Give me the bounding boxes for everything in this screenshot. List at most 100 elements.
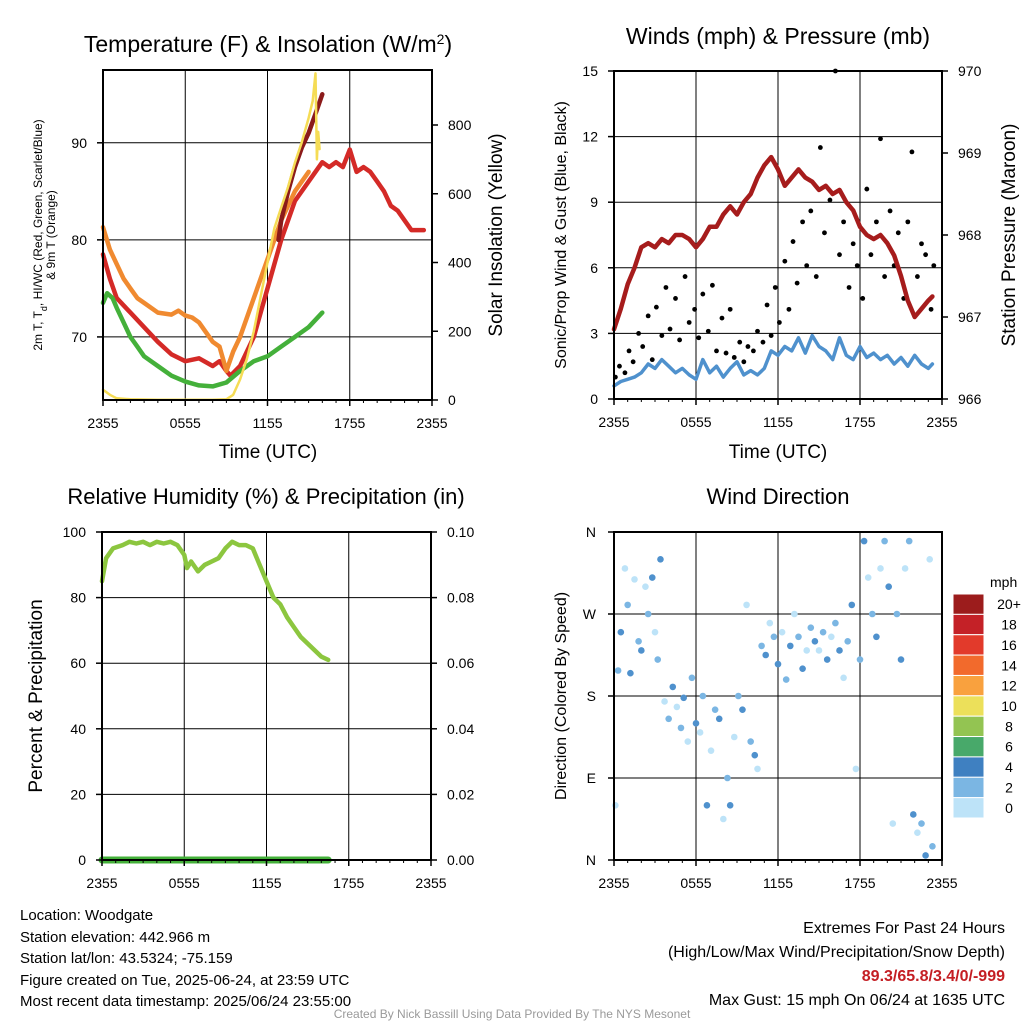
series-line-3 xyxy=(276,92,325,243)
gust-point xyxy=(822,230,827,236)
gust-point xyxy=(909,149,915,155)
winds-xlabel: Time (UTC) xyxy=(729,442,828,463)
gust-point xyxy=(919,241,924,247)
gust-point xyxy=(850,241,856,247)
gust-point xyxy=(882,274,887,279)
direction-point xyxy=(869,610,876,618)
direction-point xyxy=(665,715,672,723)
max-gust: Max Gust: 15 mph On 06/24 at 1635 UTC xyxy=(708,992,1005,1009)
direction-point xyxy=(774,660,782,668)
y-tick-label: 80 xyxy=(71,232,87,248)
gust-point xyxy=(723,350,729,356)
gust-point xyxy=(667,326,673,332)
direction-point xyxy=(747,738,754,745)
y2-tick-label: 0.04 xyxy=(447,721,474,737)
direction-point xyxy=(889,820,897,827)
series-line-2 xyxy=(100,290,325,389)
winds-grid xyxy=(614,71,942,399)
direction-point xyxy=(657,556,664,563)
direction-panel: Wind Direction 2355 0555 1155 1755 2355NESWN… xyxy=(553,484,1021,891)
direction-point xyxy=(754,765,761,773)
y2-tick-label: 800 xyxy=(448,117,472,133)
direction-point xyxy=(848,601,856,609)
x-tick-label: 0555 xyxy=(680,414,711,430)
gust-point xyxy=(737,339,743,345)
gust-point xyxy=(653,304,659,310)
gust-point xyxy=(640,344,646,349)
direction-grid xyxy=(614,532,942,860)
series-line-0 xyxy=(100,147,427,378)
humidity-series xyxy=(98,539,332,864)
gust-point xyxy=(878,136,883,142)
direction-point xyxy=(897,656,905,663)
recent-timestamp: Most recent data timestamp: 2025/06/24 2… xyxy=(20,993,352,1010)
direction-point xyxy=(638,647,645,654)
direction-point xyxy=(739,706,746,713)
gust-point xyxy=(808,208,814,214)
direction-point xyxy=(770,633,778,641)
gust-point xyxy=(874,219,879,225)
gust-point xyxy=(727,306,733,312)
direction-point xyxy=(651,628,659,636)
direction-point xyxy=(823,656,831,663)
x-tick-label: 1155 xyxy=(252,415,282,431)
y-tick-label: 15 xyxy=(582,63,598,79)
y-tick-label: 12 xyxy=(582,129,598,145)
temperature-series xyxy=(100,72,427,401)
direction-point xyxy=(688,674,696,682)
colorbar-title: mph xyxy=(990,574,1017,590)
gust-point xyxy=(846,285,852,290)
station-latlon: Station lat/lon: 43.5324; -75.159 xyxy=(20,950,233,967)
gust-point xyxy=(776,320,782,325)
gust-point xyxy=(663,285,669,290)
x-tick-label: 1755 xyxy=(844,875,875,891)
direction-point xyxy=(673,703,681,711)
gust-point xyxy=(790,239,796,244)
temperature-grid xyxy=(103,70,432,400)
direction-point xyxy=(811,638,819,645)
direction-point xyxy=(926,556,933,563)
direction-point xyxy=(617,628,625,636)
y2-tick-label: 970 xyxy=(958,63,982,79)
y2-tick-label: 0.00 xyxy=(447,852,474,868)
series-line-0 xyxy=(99,539,331,663)
extremes-values: 89.3/65.8/3.4/0/-999 xyxy=(861,968,1005,985)
y-tick-label: S xyxy=(587,688,596,704)
direction-point xyxy=(914,829,921,836)
y-tick-label: 6 xyxy=(590,260,598,276)
direction-point xyxy=(627,669,634,677)
gust-point xyxy=(714,348,719,354)
gust-point xyxy=(772,285,778,290)
y2-tick-label: 0.06 xyxy=(447,655,474,671)
x-tick-label: 0555 xyxy=(170,415,201,431)
x-tick-label: 2355 xyxy=(87,415,118,431)
colorbar-label: 16 xyxy=(1001,637,1017,653)
gust-point xyxy=(630,359,636,365)
temperature-ticks: 2355 0555 1155 1755 2355 70 80 90 0 200 400 600 800 xyxy=(71,117,471,431)
x-tick-label: 1755 xyxy=(334,415,365,431)
gust-point xyxy=(905,219,911,225)
gust-point xyxy=(931,263,937,269)
direction-point xyxy=(877,565,884,572)
gust-point xyxy=(677,337,682,343)
gust-point xyxy=(813,274,819,279)
y-tick-label: E xyxy=(587,770,596,786)
direction-point xyxy=(680,694,687,702)
x-tick-label: 2355 xyxy=(598,414,629,430)
direction-point xyxy=(795,633,802,641)
direction-point xyxy=(703,802,711,809)
direction-point xyxy=(901,565,909,572)
x-tick-label: 0555 xyxy=(680,875,711,891)
x-tick-label: 2355 xyxy=(86,875,117,891)
y-tick-label: 40 xyxy=(70,721,86,737)
colorbar-swatch xyxy=(952,797,985,819)
temperature-title: Temperature (F) & Insolation (W/m2) xyxy=(84,31,452,57)
gust-point xyxy=(751,348,756,354)
credit-line: Created By Nick Bassill Using Data Provi… xyxy=(333,1007,691,1021)
y-tick-label: W xyxy=(583,606,597,622)
temperature-panel: Temperature (F) & Insolation (W/m2) 2355… xyxy=(31,31,507,463)
colorbar-label: 20+ xyxy=(997,596,1021,612)
direction-point xyxy=(631,576,638,583)
